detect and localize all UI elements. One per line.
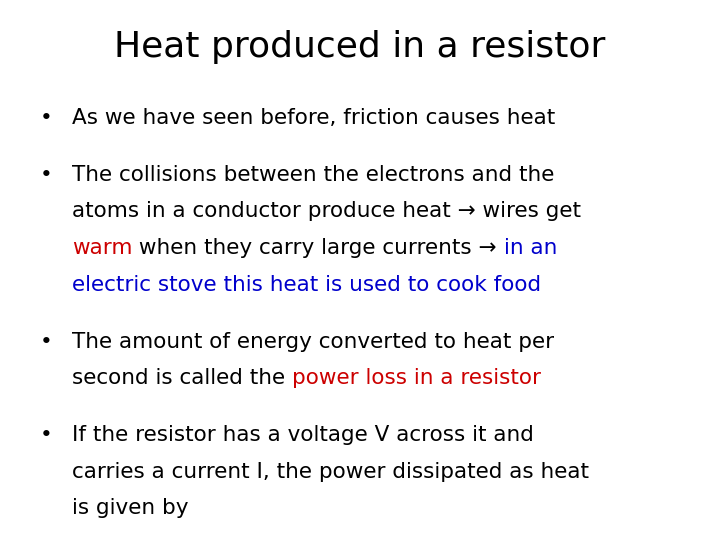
Text: If the resistor has a voltage V across it and: If the resistor has a voltage V across i… [72, 425, 534, 445]
Text: in an: in an [504, 238, 557, 258]
Text: atoms in a conductor produce heat → wires get: atoms in a conductor produce heat → wire… [72, 201, 581, 221]
Text: is given by: is given by [72, 498, 189, 518]
Text: carries a current I, the power dissipated as heat: carries a current I, the power dissipate… [72, 462, 589, 482]
Text: second is called the: second is called the [72, 368, 292, 388]
Text: when they carry large currents →: when they carry large currents → [132, 238, 504, 258]
Text: warm: warm [72, 238, 132, 258]
Text: Heat produced in a resistor: Heat produced in a resistor [114, 30, 606, 64]
Text: •: • [40, 108, 53, 128]
Text: power loss in a resistor: power loss in a resistor [292, 368, 541, 388]
Text: •: • [40, 332, 53, 352]
Text: The amount of energy converted to heat per: The amount of energy converted to heat p… [72, 332, 554, 352]
Text: As we have seen before, friction causes heat: As we have seen before, friction causes … [72, 108, 555, 128]
Text: •: • [40, 425, 53, 445]
Text: •: • [40, 165, 53, 185]
Text: The collisions between the electrons and the: The collisions between the electrons and… [72, 165, 554, 185]
Text: electric stove this heat is used to cook food: electric stove this heat is used to cook… [72, 275, 541, 295]
